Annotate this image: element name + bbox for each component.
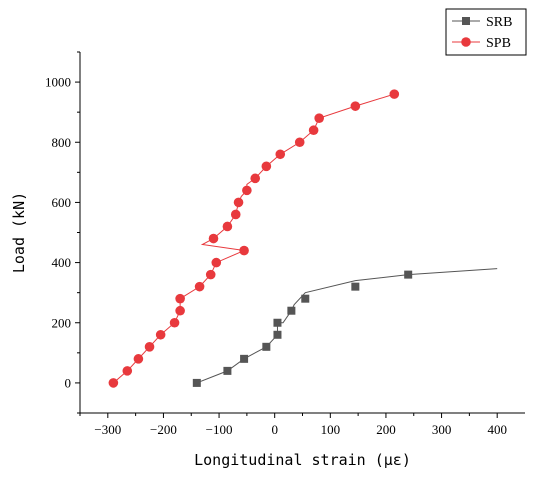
- series-spb-point: [122, 366, 133, 376]
- series-spb-point: [175, 305, 185, 316]
- series-spb-point: [133, 354, 144, 364]
- series-srb-point: [351, 282, 360, 291]
- y-axis-title: Load (kN): [10, 192, 28, 273]
- legend-box: [445, 8, 527, 56]
- y-tick-label: 800: [52, 135, 72, 150]
- series-spb-point: [144, 342, 155, 352]
- series-spb-point: [194, 281, 205, 292]
- series-srb-point: [287, 306, 296, 315]
- series-srb-point: [223, 366, 232, 375]
- legend-marker-spb: [461, 37, 471, 47]
- series-spb-point: [108, 378, 119, 388]
- series-srb: [192, 268, 498, 387]
- series-spb-point: [314, 113, 324, 123]
- y-tick-label: 600: [52, 195, 72, 210]
- series-spb-point: [155, 329, 166, 340]
- series-srb-point: [273, 330, 282, 339]
- plot-frame: [79, 52, 525, 414]
- x-axis: −300 −200 −100 0 100 200 300 400: [79, 413, 507, 437]
- series-spb-point: [308, 125, 319, 136]
- legend: SRB SPB: [445, 8, 527, 56]
- series-spb-point: [275, 149, 286, 160]
- y-tick-label: 200: [52, 315, 72, 330]
- x-tick-label: 200: [376, 422, 396, 437]
- series-srb-line: [196, 268, 498, 384]
- series-srb-point: [404, 270, 413, 279]
- series-spb-point: [294, 137, 305, 148]
- series-srb-point: [192, 378, 201, 387]
- series-layer: [108, 89, 498, 388]
- legend-label-srb: SRB: [486, 15, 512, 30]
- series-spb-point: [350, 101, 361, 111]
- series-spb-line: [113, 93, 395, 384]
- series-spb-point: [208, 233, 219, 244]
- series-srb-point: [262, 342, 271, 351]
- series-spb-point: [230, 209, 241, 220]
- series-spb-point: [389, 89, 400, 99]
- y-tick-label: 0: [65, 375, 72, 390]
- series-spb: [108, 89, 400, 388]
- series-spb-point: [222, 221, 233, 232]
- series-spb-point: [211, 257, 222, 268]
- series-spb-point: [175, 293, 185, 304]
- series-spb-point: [261, 161, 272, 172]
- x-tick-label: −200: [150, 422, 177, 437]
- series-srb-point: [273, 318, 282, 327]
- x-tick-label: −300: [94, 422, 121, 437]
- series-spb-point: [233, 197, 244, 208]
- x-tick-label: 400: [487, 422, 507, 437]
- x-axis-title: Longitudinal strain (με): [194, 451, 411, 469]
- series-srb-point: [301, 294, 310, 303]
- series-spb-point: [239, 245, 249, 256]
- series-spb-point: [242, 185, 252, 196]
- y-tick-label: 400: [52, 255, 72, 270]
- series-srb-point: [240, 354, 249, 363]
- x-tick-label: 300: [432, 422, 452, 437]
- x-tick-label: 100: [321, 422, 341, 437]
- series-spb-point: [250, 173, 261, 184]
- y-axis: 0 200 400 600 800 1000: [45, 51, 80, 414]
- series-spb-point: [169, 317, 180, 328]
- x-tick-label: 0: [271, 422, 278, 437]
- series-spb-point: [205, 269, 216, 280]
- legend-label-spb: SPB: [486, 36, 511, 51]
- legend-marker-srb: [462, 17, 470, 25]
- y-tick-label: 1000: [45, 75, 71, 90]
- x-tick-label: −100: [206, 422, 233, 437]
